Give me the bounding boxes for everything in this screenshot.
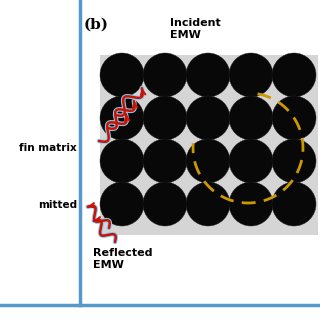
Circle shape	[143, 53, 187, 97]
Bar	[100, 55, 318, 235]
Circle shape	[229, 96, 273, 140]
Circle shape	[186, 182, 230, 226]
Circle shape	[272, 96, 316, 140]
Circle shape	[100, 139, 144, 183]
Circle shape	[186, 139, 230, 183]
Circle shape	[272, 139, 316, 183]
Text: Incident
EMW: Incident EMW	[170, 18, 221, 40]
Text: fin matrix: fin matrix	[19, 143, 77, 153]
Circle shape	[143, 139, 187, 183]
Circle shape	[186, 53, 230, 97]
Circle shape	[229, 53, 273, 97]
Circle shape	[272, 53, 316, 97]
Circle shape	[186, 96, 230, 140]
Circle shape	[143, 96, 187, 140]
Circle shape	[100, 53, 144, 97]
Circle shape	[272, 182, 316, 226]
Text: (b): (b)	[84, 18, 109, 32]
Text: Reflected
EMW: Reflected EMW	[93, 248, 153, 270]
Text: mitted: mitted	[38, 200, 77, 210]
Circle shape	[229, 139, 273, 183]
Circle shape	[100, 96, 144, 140]
Circle shape	[229, 182, 273, 226]
Circle shape	[100, 182, 144, 226]
Circle shape	[143, 182, 187, 226]
